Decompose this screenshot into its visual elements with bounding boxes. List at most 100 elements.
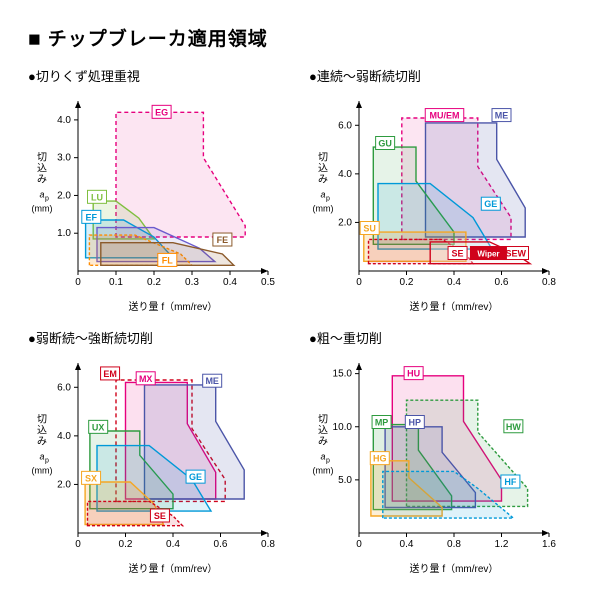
svg-text:0: 0 [356,277,362,288]
region-label-SE: SE [448,247,467,260]
chart-svg: HUHWMPHPHGHF00.40.81.21.65.010.015.0送り量 … [309,351,559,576]
svg-text:SE: SE [154,511,166,521]
region-label-UX: UX [89,420,108,433]
svg-text:(mm): (mm) [32,466,53,476]
svg-text:0.2: 0.2 [400,277,414,288]
svg-text:(mm): (mm) [313,466,334,476]
y-axis-label: 切込み [318,152,328,186]
svg-text:3.0: 3.0 [57,153,71,164]
svg-text:0: 0 [75,277,81,288]
region-label-FE: FE [213,233,232,246]
svg-text:SU: SU [363,224,376,234]
x-axis-label: 送り量 f（mm/rev） [129,300,218,313]
svg-text:HW: HW [506,422,521,432]
region-label-SX: SX [82,471,101,484]
svg-text:6.0: 6.0 [338,120,352,131]
region-label-HU: HU [404,367,423,380]
svg-text:0.4: 0.4 [400,539,414,550]
svg-text:SEW: SEW [505,249,526,259]
svg-text:0.2: 0.2 [119,539,133,550]
x-axis-label: 送り量 f（mm/rev） [410,562,499,575]
svg-text:SX: SX [85,473,97,483]
svg-text:MP: MP [375,418,389,428]
region-label-MP: MP [372,416,391,429]
svg-text:ME: ME [495,111,509,121]
chart-svg: MU/EMMEGUGESUSESEWWiper00.20.40.60.82.04… [309,89,559,314]
svg-text:0.8: 0.8 [447,539,461,550]
svg-text:GE: GE [189,472,202,482]
region-label-HW: HW [504,420,523,433]
svg-text:1.6: 1.6 [542,539,556,550]
x-axis-label: 送り量 f（mm/rev） [410,300,499,313]
svg-text:LU: LU [91,192,103,202]
region-label-GU: GU [376,137,395,150]
title-text: チップブレーカ適用領域 [48,29,268,50]
svg-text:0.8: 0.8 [261,539,275,550]
region-label-HP: HP [405,416,424,429]
chart-panel: ●連続～弱断続切削MU/EMMEGUGESUSESEWWiper00.20.40… [309,66,572,314]
svg-text:2.0: 2.0 [57,190,71,201]
region-label-SE: SE [150,509,169,522]
region-label-ME: ME [203,374,222,387]
svg-text:p: p [326,458,330,465]
region-label-MU/EM: MU/EM [425,109,464,122]
y-axis-label: 切込み [37,414,47,448]
svg-text:1.0: 1.0 [57,228,71,239]
svg-text:a: a [39,190,44,200]
svg-text:2.0: 2.0 [338,217,352,228]
svg-text:4.0: 4.0 [57,431,71,442]
svg-text:0.4: 0.4 [223,277,237,288]
svg-text:1.2: 1.2 [495,539,509,550]
x-axis-label: 送り量 f（mm/rev） [129,562,218,575]
panel-title: ●連続～弱断続切削 [309,66,572,85]
svg-text:HU: HU [407,369,420,379]
region-label-HF: HF [501,475,520,488]
chart-svg: EGLUEFFLFE00.10.20.30.40.51.02.03.04.0送り… [28,89,278,314]
panel-title: ●切りくず処理重視 [28,66,291,85]
svg-text:0.4: 0.4 [447,277,461,288]
chart-grid: ●切りくず処理重視EGLUEFFLFE00.10.20.30.40.51.02.… [28,66,572,576]
main-title: ■チップブレーカ適用領域 [28,24,572,52]
panel-title: ●弱断続～強断続切削 [28,328,291,347]
svg-text:FE: FE [217,235,229,245]
svg-text:EF: EF [86,212,98,222]
svg-text:0.6: 0.6 [214,539,228,550]
chart-panel: ●粗～重切削HUHWMPHPHGHF00.40.81.21.65.010.015… [309,328,572,576]
region-label-FL: FL [158,253,177,266]
svg-text:HP: HP [409,418,422,428]
y-axis-label: 切込み [318,414,328,448]
region-label-GE: GE [186,470,205,483]
svg-text:0.8: 0.8 [542,277,556,288]
svg-text:a: a [320,190,325,200]
panel-title: ●粗～重切削 [309,328,572,347]
svg-text:GU: GU [378,139,392,149]
svg-text:2.0: 2.0 [57,479,71,490]
svg-text:5.0: 5.0 [338,475,352,486]
svg-text:MX: MX [139,374,153,384]
chart-panel: ●切りくず処理重視EGLUEFFLFE00.10.20.30.40.51.02.… [28,66,291,314]
svg-text:p: p [45,458,49,465]
svg-text:EG: EG [155,107,168,117]
svg-text:0.6: 0.6 [495,277,509,288]
svg-text:p: p [326,196,330,203]
svg-text:SE: SE [452,249,464,259]
y-axis-label: 切込み [37,152,47,186]
svg-text:HG: HG [373,454,387,464]
region-label-EG: EG [152,105,171,118]
svg-text:a: a [39,452,44,462]
svg-text:ME: ME [205,376,219,386]
svg-text:MU/EM: MU/EM [430,111,460,121]
svg-text:(mm): (mm) [313,204,334,214]
region-label-EF: EF [82,210,101,223]
svg-text:EM: EM [103,369,117,379]
svg-text:6.0: 6.0 [57,382,71,393]
region-label-EM: EM [101,367,120,380]
svg-text:4.0: 4.0 [338,169,352,180]
region-label-wiper: Wiper [470,247,506,260]
svg-text:0: 0 [75,539,81,550]
svg-text:10.0: 10.0 [333,422,353,433]
svg-text:15.0: 15.0 [333,369,353,380]
svg-text:0.1: 0.1 [109,277,123,288]
svg-text:0.4: 0.4 [166,539,180,550]
region-label-LU: LU [88,190,107,203]
